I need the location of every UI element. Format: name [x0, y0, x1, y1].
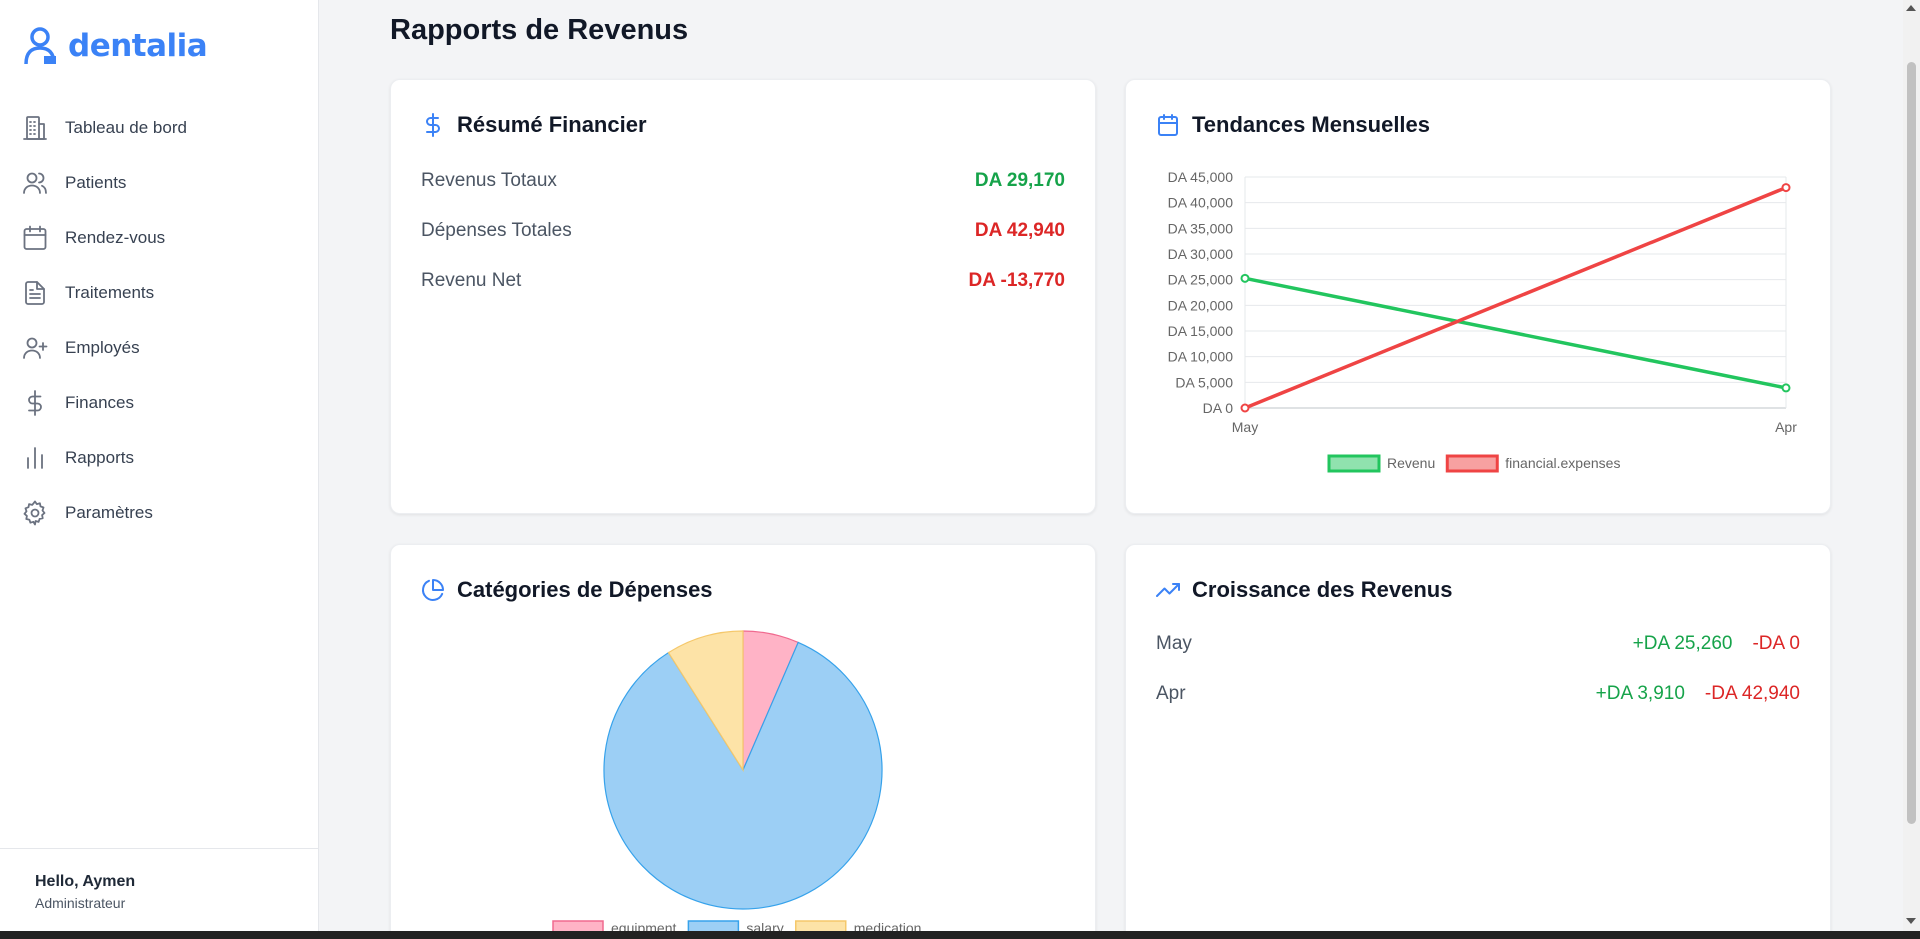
sidebar-nav: Tableau de bord Patients Rendez-vous Tra…: [0, 100, 318, 540]
card-title: Catégories de Dépenses: [457, 577, 713, 602]
y-tick-label: DA 5,000: [1175, 374, 1233, 390]
card-header: Croissance des Revenus: [1156, 577, 1452, 603]
bar-chart-icon: [27, 446, 43, 469]
legend-label: financial.expenses: [1505, 455, 1620, 471]
sidebar-item-finances[interactable]: Finances: [0, 375, 318, 430]
card-title: Tendances Mensuelles: [1192, 112, 1431, 137]
y-tick-label: DA 10,000: [1168, 349, 1234, 365]
card-header: Tendances Mensuelles: [1156, 112, 1430, 138]
card-header: Catégories de Dépenses: [421, 577, 713, 603]
summary-row-total-expenses: Dépenses Totales DA 42,940: [421, 220, 1065, 241]
sidebar-item-dashboard[interactable]: Tableau de bord: [0, 100, 318, 155]
calendar-icon: [23, 225, 47, 250]
vertical-scrollbar[interactable]: [1903, 0, 1920, 931]
user-plus-icon: [23, 337, 48, 359]
legend-label: Revenu: [1387, 455, 1435, 471]
x-tick-label: Apr: [1775, 419, 1797, 435]
dollar-icon: [28, 389, 42, 416]
sidebar-item-treatments[interactable]: Traitements: [0, 265, 318, 320]
user-role: Administrateur: [35, 895, 126, 911]
data-point: [1240, 403, 1250, 413]
y-tick-label: DA 20,000: [1168, 297, 1234, 313]
bottom-bar: [0, 931, 1920, 939]
y-tick-label: DA 35,000: [1168, 220, 1234, 236]
monthly-trends-line-chart: DA 0 DA 5,000 DA 10,000 DA 15,000 DA 20,000 D…: [1168, 169, 1797, 473]
growth-row-apr: Apr +DA 3,910 -DA 42,940: [1156, 683, 1800, 704]
dashboard-icon: [23, 115, 47, 140]
data-point: [1240, 273, 1250, 283]
tooth-logo-icon: [24, 27, 56, 65]
y-tick-label: DA 30,000: [1168, 246, 1234, 262]
calendar-icon: [1158, 114, 1178, 136]
card-title: Croissance des Revenus: [1192, 577, 1453, 602]
y-tick-label: DA 45,000: [1168, 169, 1234, 185]
sidebar-item-reports[interactable]: Rapports: [0, 430, 318, 485]
summary-row-net-revenue: Revenu Net DA -13,770: [421, 270, 1065, 291]
brand-logo[interactable]: dentalia: [20, 26, 208, 66]
page-title: Rapports de Revenus: [390, 14, 689, 46]
pie-slice-salary: [603, 641, 883, 910]
y-tick-label: DA 40,000: [1168, 195, 1234, 211]
series-line-Revenu: [1244, 276, 1787, 390]
gear-icon: [23, 500, 46, 525]
sidebar-item-employees[interactable]: Employés: [0, 320, 318, 375]
pie-slice-medication: [667, 630, 744, 773]
scrollbar-thumb[interactable]: [1907, 62, 1916, 824]
sidebar-item-settings[interactable]: Paramètres: [0, 485, 318, 540]
card-title: Résumé Financier: [457, 112, 647, 137]
sidebar-item-patients[interactable]: Patients: [0, 155, 318, 210]
file-icon: [25, 280, 45, 305]
revenue-growth-card: Croissance des Revenus May +DA 25,260 -D…: [1125, 544, 1831, 939]
y-tick-label: DA 0: [1203, 400, 1234, 416]
y-tick-label: DA 25,000: [1168, 272, 1234, 288]
scroll-up-arrow-icon[interactable]: [1906, 5, 1916, 11]
data-point: [1781, 383, 1791, 393]
pie-chart-icon: [422, 579, 444, 601]
sidebar-item-appointments[interactable]: Rendez-vous: [0, 210, 318, 265]
legend-swatch: [1327, 454, 1381, 473]
legend-swatch: [1445, 454, 1499, 473]
growth-row-may: May +DA 25,260 -DA 0: [1156, 633, 1800, 654]
users-icon: [23, 172, 47, 194]
expense-categories-card: Catégories de Dépenses equipment salary me…: [390, 544, 1096, 939]
trending-up-icon: [1156, 583, 1180, 597]
financial-summary-card: Résumé Financier Revenus Totaux DA 29,17…: [390, 79, 1096, 514]
user-greeting: Hello, Aymen: [35, 873, 136, 890]
y-tick-label: DA 15,000: [1168, 323, 1234, 339]
sidebar: dentalia Tableau de bord Patients Rendez…: [0, 0, 319, 931]
card-header: Résumé Financier: [421, 112, 647, 138]
summary-row-total-revenue: Revenus Totaux DA 29,170: [421, 170, 1065, 191]
scroll-down-arrow-icon[interactable]: [1906, 918, 1916, 924]
dollar-icon: [426, 113, 440, 137]
monthly-trends-card: Tendances Mensuelles DA 0 DA 5,000 DA 10,0…: [1125, 79, 1831, 514]
x-tick-label: May: [1232, 419, 1258, 435]
user-panel[interactable]: Hello, Aymen Administrateur: [0, 848, 318, 911]
data-point: [1781, 183, 1791, 193]
expense-categories-pie-chart: equipment salary medication: [552, 630, 921, 937]
series-line-financial.expenses: [1244, 185, 1787, 410]
brand-name: dentalia: [68, 28, 208, 64]
